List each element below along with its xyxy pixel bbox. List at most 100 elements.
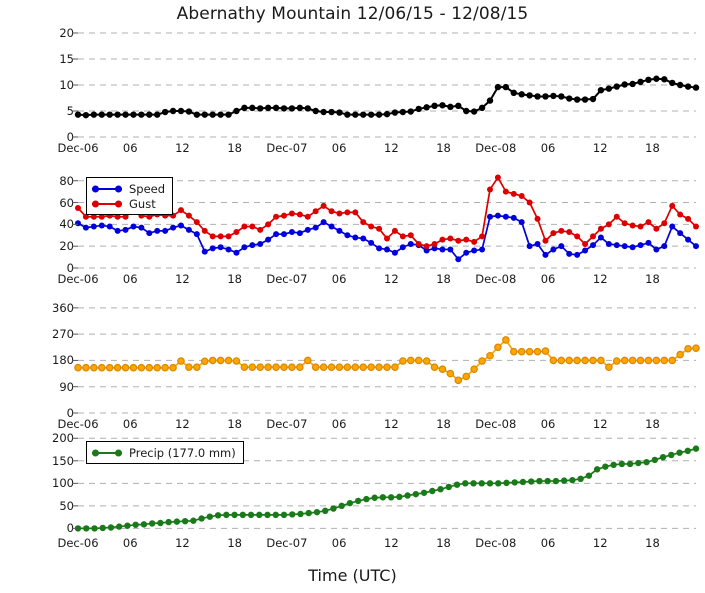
data-point: [214, 512, 222, 519]
x-tick-label: 18: [227, 536, 242, 550]
legend-wind[interactable]: Speed Gust: [86, 177, 174, 215]
data-point: [169, 107, 177, 115]
data-point: [297, 510, 304, 518]
data-point: [645, 219, 652, 226]
data-point: [170, 224, 177, 231]
legend-label: Gust: [129, 196, 156, 211]
x-tick-label: 06: [540, 536, 556, 550]
data-point: [375, 111, 383, 118]
data-point: [613, 242, 620, 249]
data-point: [241, 244, 248, 251]
data-point: [618, 460, 626, 468]
data-point: [121, 363, 130, 372]
data-point: [193, 363, 201, 371]
data-point: [438, 365, 447, 373]
data-point: [138, 111, 145, 118]
y-tick-label: 80: [59, 173, 74, 188]
y-tick-marks: [72, 180, 78, 269]
x-tick-label: 06: [122, 536, 138, 550]
data-point: [635, 459, 642, 467]
data-point: [637, 78, 644, 86]
data-point: [376, 245, 383, 252]
data-point: [526, 199, 533, 206]
x-tick-label: 18: [645, 141, 660, 155]
data-point: [257, 226, 264, 233]
x-tick-label: Dec-08: [475, 272, 517, 286]
data-point: [407, 241, 414, 247]
legend-label: Precip (177.0 mm): [129, 445, 236, 460]
data-point: [518, 91, 525, 98]
legend-item[interactable]: Gust: [92, 196, 165, 211]
data-point: [574, 233, 581, 240]
data-point: [114, 111, 121, 118]
data-point: [653, 246, 660, 253]
data-point: [582, 241, 589, 247]
data-point: [354, 497, 362, 505]
data-point: [371, 494, 378, 501]
x-tick-label: 06: [540, 272, 556, 286]
data-point: [122, 213, 129, 220]
data-point: [146, 213, 153, 220]
data-point: [552, 477, 560, 485]
data-point: [330, 505, 337, 512]
x-tick-label: 18: [227, 141, 242, 155]
y-tick-label: 360: [52, 300, 74, 315]
panel-temperature: 05101520Temp (°C)Dec-06061218Dec-0706121…: [57, 26, 700, 155]
data-point: [404, 492, 411, 499]
data-point: [502, 83, 510, 91]
data-point: [399, 357, 407, 365]
data-point: [185, 108, 193, 115]
data-point: [265, 221, 272, 228]
data-point: [319, 363, 328, 371]
data-point: [264, 363, 272, 371]
data-point: [312, 107, 319, 115]
data-point: [265, 236, 272, 243]
data-point: [585, 472, 593, 479]
data-point: [351, 363, 360, 371]
data-point: [367, 363, 375, 371]
data-point: [636, 356, 645, 365]
data-point: [178, 207, 184, 214]
data-point: [391, 249, 398, 256]
x-tick-label: 12: [592, 417, 608, 431]
x-tick-label: 12: [175, 536, 190, 550]
data-point: [157, 519, 164, 527]
data-point: [280, 363, 288, 371]
x-tick-label: Dec-06: [57, 417, 99, 431]
data-point: [387, 494, 395, 501]
legend-item[interactable]: Precip (177.0 mm): [92, 445, 236, 460]
x-tick-label: 12: [384, 272, 399, 286]
data-point: [367, 111, 375, 118]
data-point: [486, 480, 494, 487]
x-tick-label: 12: [175, 272, 190, 286]
x-tick-label: 18: [645, 536, 660, 550]
data-point: [162, 227, 169, 234]
data-point: [478, 480, 485, 487]
data-point: [692, 445, 700, 452]
data-point: [335, 363, 344, 371]
data-point: [114, 213, 121, 220]
data-point: [660, 356, 669, 365]
data-point: [589, 95, 597, 103]
data-point: [534, 241, 541, 247]
data-point: [454, 376, 463, 385]
data-point: [208, 356, 217, 365]
data-point: [597, 356, 605, 365]
legend-precipitation[interactable]: Precip (177.0 mm): [86, 441, 244, 464]
data-point: [463, 236, 470, 243]
data-point: [368, 223, 375, 230]
legend-item[interactable]: Speed: [92, 181, 165, 196]
data-point: [322, 507, 329, 515]
data-point: [590, 233, 596, 240]
data-point: [407, 108, 414, 115]
data-point: [685, 236, 692, 243]
data-point: [414, 356, 423, 365]
data-point: [668, 451, 675, 459]
data-point: [487, 213, 493, 220]
chart-title: Abernathy Mountain 12/06/15 - 12/08/15: [176, 4, 529, 24]
data-point: [130, 111, 137, 118]
data-point: [519, 478, 527, 486]
x-tick-label: 12: [592, 536, 608, 550]
data-point: [628, 356, 637, 365]
data-point: [376, 225, 383, 232]
